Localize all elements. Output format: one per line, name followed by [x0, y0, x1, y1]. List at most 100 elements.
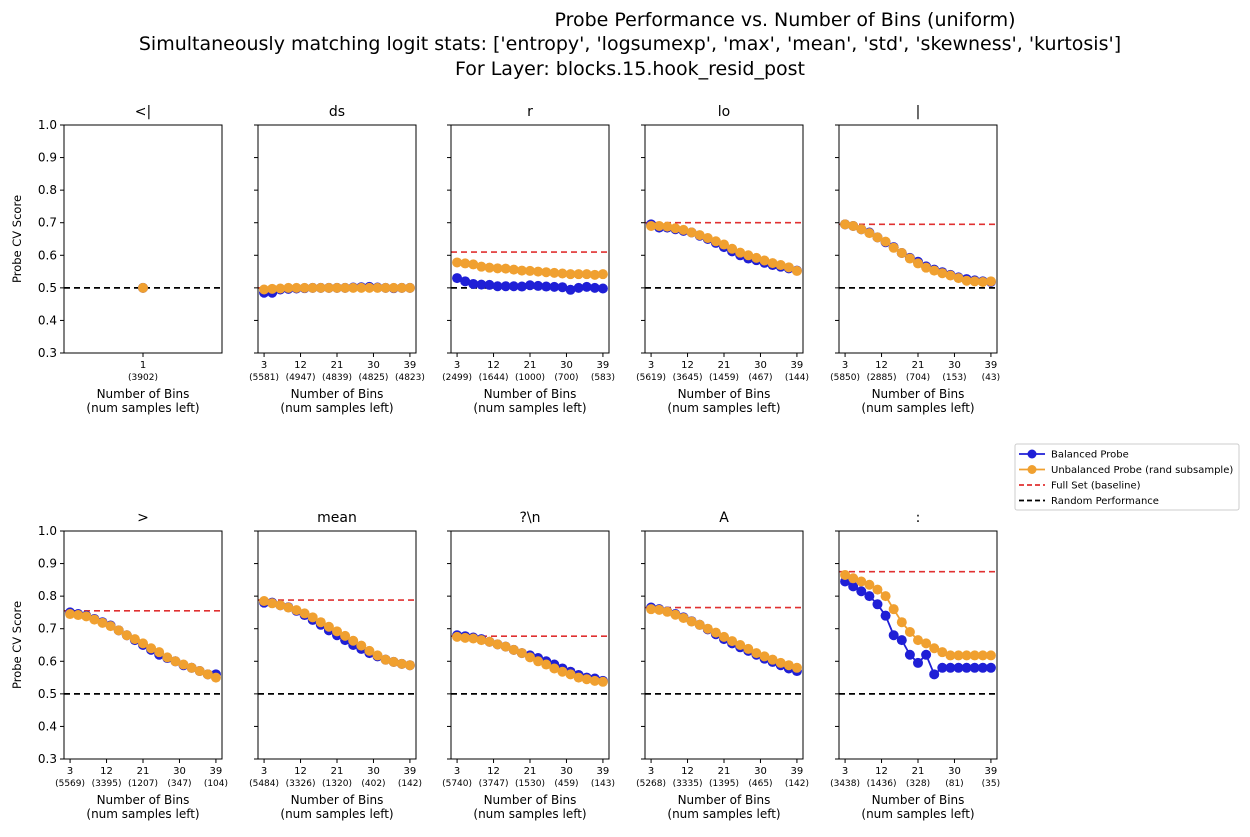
subplot-grid: 0.3 0.4 0.5 0.6 0.7 0.8 0.9 1.0 Probe CV Score 1 (…: [10, 104, 1000, 821]
unbalanced-point: [154, 647, 165, 658]
subplot-4: 3 (5619) 12 (3645) 21 (1459) 30 (467) 39 (144) Num…: [636, 104, 809, 415]
unbalanced-point: [686, 616, 697, 627]
balanced-point: [516, 281, 527, 292]
unbalanced-point: [340, 282, 351, 293]
unbalanced-point: [670, 223, 681, 234]
unbalanced-point: [533, 266, 544, 277]
unbalanced-point: [848, 573, 859, 584]
unbalanced-point: [791, 265, 802, 276]
balanced-point: [937, 662, 948, 673]
x-axis-label-sub: (num samples left): [667, 807, 780, 821]
unbalanced-point: [340, 630, 351, 641]
x-tick-count: (2499): [442, 373, 472, 383]
x-axis-label: Number of Bins: [97, 793, 190, 807]
unbalanced-point: [533, 656, 544, 667]
unbalanced-point: [977, 276, 988, 287]
unbalanced-point: [977, 650, 988, 661]
x-tick-count: (3395): [92, 779, 122, 789]
y-tick-label: 0.9: [38, 557, 57, 571]
x-tick-count: (1459): [709, 373, 739, 383]
x-axis-label-sub: (num samples left): [861, 807, 974, 821]
x-tick-label: 21: [524, 360, 537, 371]
x-tick-count: (5740): [442, 779, 472, 789]
subplot-title: :: [916, 510, 921, 526]
y-tick-label: 0.9: [38, 151, 57, 165]
x-axis-label-sub: (num samples left): [86, 807, 199, 821]
unbalanced-point: [364, 645, 375, 656]
balanced-point: [557, 282, 568, 293]
unbalanced-point: [904, 626, 915, 637]
unbalanced-point: [388, 282, 399, 293]
x-tick-count: (4825): [358, 373, 388, 383]
unbalanced-point: [904, 253, 915, 264]
unbalanced-point: [307, 282, 318, 293]
x-axis-label: Number of Bins: [678, 387, 771, 401]
x-tick-count: (142): [785, 779, 809, 789]
subplot-3: 3 (2499) 12 (1644) 21 (1000) 30 (700) 39 (583) Num…: [442, 104, 615, 415]
subplot-6: 0.3 0.4 0.5 0.6 0.7 0.8 0.9 1.0 Probe CV Score 3 (…: [10, 510, 228, 821]
unbalanced-point: [388, 656, 399, 667]
balanced-point: [573, 282, 584, 293]
unbalanced-point: [492, 639, 503, 650]
unbalanced-point: [791, 662, 802, 673]
unbalanced-point: [880, 236, 891, 247]
balanced-point: [484, 279, 495, 290]
legend-unbalanced-marker: [1027, 465, 1037, 474]
x-tick-label: 30: [948, 766, 961, 777]
unbalanced-point: [315, 617, 326, 628]
subplot-9: 3 (5268) 12 (3335) 21 (1395) 30 (465) 39 (142) Num…: [636, 510, 809, 821]
x-tick-label: 12: [681, 766, 694, 777]
unbalanced-point: [468, 633, 479, 644]
balanced-point: [856, 586, 867, 597]
x-axis-label: Number of Bins: [97, 387, 190, 401]
unbalanced-point: [662, 221, 673, 232]
x-tick-label: 1: [140, 360, 146, 371]
x-tick-count: (5619): [636, 373, 666, 383]
unbalanced-point: [323, 621, 334, 632]
balanced-point: [452, 273, 463, 284]
y-tick-label: 0.3: [38, 346, 57, 360]
unbalanced-point: [775, 657, 786, 668]
balanced-point: [541, 281, 552, 292]
balanced-point: [896, 635, 907, 646]
unbalanced-point: [985, 276, 996, 287]
balanced-point: [525, 280, 535, 291]
y-tick-label: 0.8: [38, 589, 57, 603]
unbalanced-point: [299, 608, 310, 619]
x-tick-count: (4839): [322, 373, 352, 383]
x-tick-label: 30: [367, 766, 380, 777]
unbalanced-point: [476, 635, 487, 646]
subplot-1: 0.3 0.4 0.5 0.6 0.7 0.8 0.9 1.0 Probe CV Score 1 (…: [10, 104, 223, 415]
unbalanced-point: [896, 248, 907, 259]
x-tick-label: 39: [597, 360, 610, 371]
x-tick-label: 21: [137, 766, 150, 777]
unbalanced-point: [856, 576, 867, 587]
x-tick-label: 30: [173, 766, 186, 777]
balanced-point: [888, 630, 899, 641]
subplot-title: <|: [135, 104, 151, 120]
x-tick-label: 21: [524, 766, 537, 777]
balanced-point: [969, 662, 980, 673]
unbalanced-point: [597, 676, 608, 687]
balanced-point: [921, 649, 932, 660]
unbalanced-point: [267, 283, 278, 294]
unbalanced-point: [275, 600, 286, 611]
x-axis-label: Number of Bins: [484, 387, 577, 401]
x-tick-count: (4947): [286, 373, 316, 383]
balanced-point: [476, 279, 487, 290]
unbalanced-point: [896, 617, 907, 628]
axes-frame: [838, 530, 998, 760]
x-axis-label-sub: (num samples left): [280, 401, 393, 415]
x-axis-label: Number of Bins: [872, 387, 965, 401]
unbalanced-point: [138, 638, 148, 649]
figure-title-line-1: Probe Performance vs. Number of Bins (un…: [554, 9, 1015, 31]
x-tick-count: (5850): [830, 373, 860, 383]
unbalanced-point: [332, 626, 342, 637]
subplot-5: 3 (5850) 12 (2885) 21 (704) 30 (153) 39 (43) Numbe…: [830, 104, 1000, 415]
x-tick-label: 12: [294, 360, 307, 371]
subplot-10: 3 (3438) 12 (1436) 21 (328) 30 (81) 39 (35) Number…: [830, 510, 1000, 821]
unbalanced-point: [404, 282, 415, 293]
x-tick-label: 21: [331, 766, 344, 777]
x-axis-label-sub: (num samples left): [473, 807, 586, 821]
